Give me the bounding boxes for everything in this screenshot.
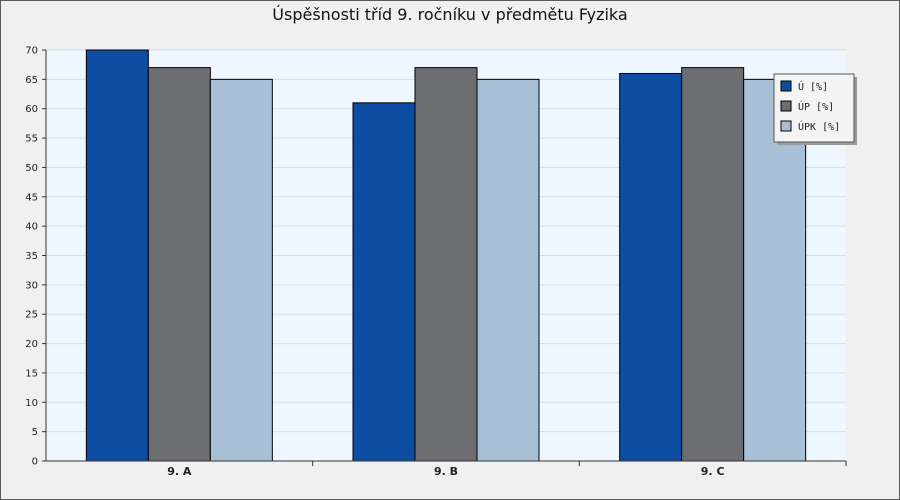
legend-swatch xyxy=(780,120,792,132)
y-tick-label: 15 xyxy=(25,368,38,379)
x-tick-label: 9. A xyxy=(167,465,192,478)
y-tick-label: 45 xyxy=(25,192,38,203)
y-tick-label: 60 xyxy=(25,104,38,115)
legend-label: Ú [%] xyxy=(798,80,828,93)
y-tick-label: 20 xyxy=(25,339,38,350)
bar xyxy=(414,67,478,462)
y-tick-label: 25 xyxy=(25,310,38,321)
bar xyxy=(681,67,745,462)
legend: Ú [%] ÚP [%] ÚPK [%] xyxy=(773,73,857,145)
bar xyxy=(619,72,683,462)
bar xyxy=(352,102,416,462)
bar xyxy=(85,49,149,462)
x-tick-label: 9. B xyxy=(434,465,458,478)
y-tick-label: 65 xyxy=(25,75,38,86)
bar xyxy=(147,67,211,462)
y-tick-label: 5 xyxy=(32,427,38,438)
y-tick-label: 10 xyxy=(25,398,38,409)
y-tick-label: 0 xyxy=(32,457,38,468)
y-tick-label: 70 xyxy=(25,46,38,57)
bar xyxy=(476,78,540,462)
y-tick-label: 30 xyxy=(25,280,38,291)
bar xyxy=(209,78,273,462)
legend-swatch xyxy=(780,100,792,112)
y-tick-label: 55 xyxy=(25,134,38,145)
y-tick-label: 35 xyxy=(25,251,38,262)
legend-swatch xyxy=(780,80,792,92)
y-tick-label: 40 xyxy=(25,222,38,233)
chart-title: Úspěšnosti tříd 9. ročníku v předmětu Fy… xyxy=(272,5,628,24)
x-tick-label: 9. C xyxy=(701,465,725,478)
legend-label: ÚP [%] xyxy=(798,100,834,113)
legend-label: ÚPK [%] xyxy=(798,120,840,133)
y-tick-label: 50 xyxy=(25,163,38,174)
